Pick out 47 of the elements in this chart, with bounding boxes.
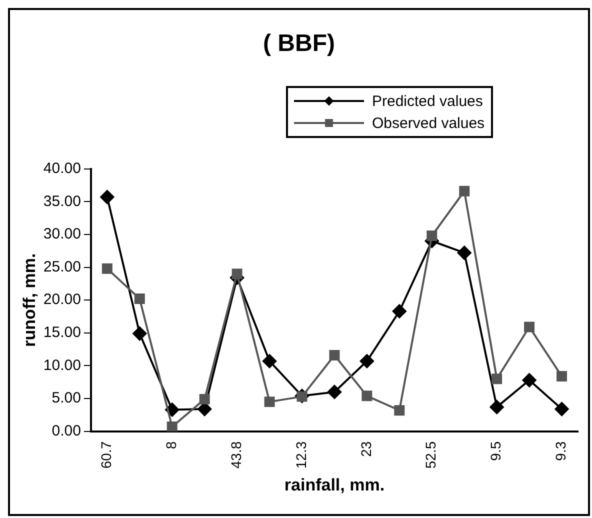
legend-label: Observed values — [372, 114, 485, 132]
point — [232, 268, 242, 280]
x-tick-label: 8 — [162, 441, 179, 450]
point — [362, 390, 372, 402]
x-tick-label: 60.7 — [98, 441, 114, 469]
x-tick-label: 12.3 — [292, 441, 309, 469]
y-tick-label: 35.00 — [43, 192, 81, 210]
y-tick-label: 0.00 — [52, 422, 81, 440]
point — [457, 246, 472, 260]
point — [134, 294, 145, 304]
point — [199, 394, 210, 404]
point — [262, 354, 277, 368]
point — [132, 326, 147, 341]
point — [102, 263, 112, 274]
x-tick-label: 9.5 — [488, 441, 504, 461]
point — [524, 322, 535, 332]
legend-label: Predicted values — [372, 92, 483, 110]
point — [329, 350, 340, 360]
point — [426, 230, 438, 241]
point — [392, 304, 406, 318]
y-tick-label: 5.00 — [52, 390, 81, 407]
x-tick-label: 52.5 — [422, 441, 439, 469]
point — [459, 186, 470, 196]
point — [100, 190, 114, 204]
y-tick-label: 30.00 — [43, 226, 81, 243]
point — [166, 422, 178, 432]
x-axis-title: rainfall, mm. — [284, 475, 385, 494]
y-tick-label: 10.00 — [43, 356, 81, 374]
point — [360, 354, 374, 368]
x-tick-label: 43.8 — [228, 441, 244, 469]
y-tick-label: 25.00 — [43, 258, 81, 276]
y-tick-label: 15.00 — [43, 324, 81, 342]
x-tick-label: 23 — [358, 441, 374, 457]
point — [554, 402, 569, 416]
point — [522, 373, 536, 388]
point — [327, 384, 342, 399]
y-axis-title: runoff, mm. — [20, 253, 39, 347]
y-tick-label: 20.00 — [43, 291, 81, 308]
chart-title: ( BBF) — [263, 30, 335, 58]
x-tick-label: 9.3 — [552, 441, 569, 461]
point — [198, 402, 212, 416]
y-tick-label: 40.00 — [43, 160, 81, 177]
point — [556, 370, 568, 382]
point — [394, 405, 405, 416]
point — [264, 396, 275, 408]
point — [490, 400, 504, 414]
point — [492, 374, 502, 384]
